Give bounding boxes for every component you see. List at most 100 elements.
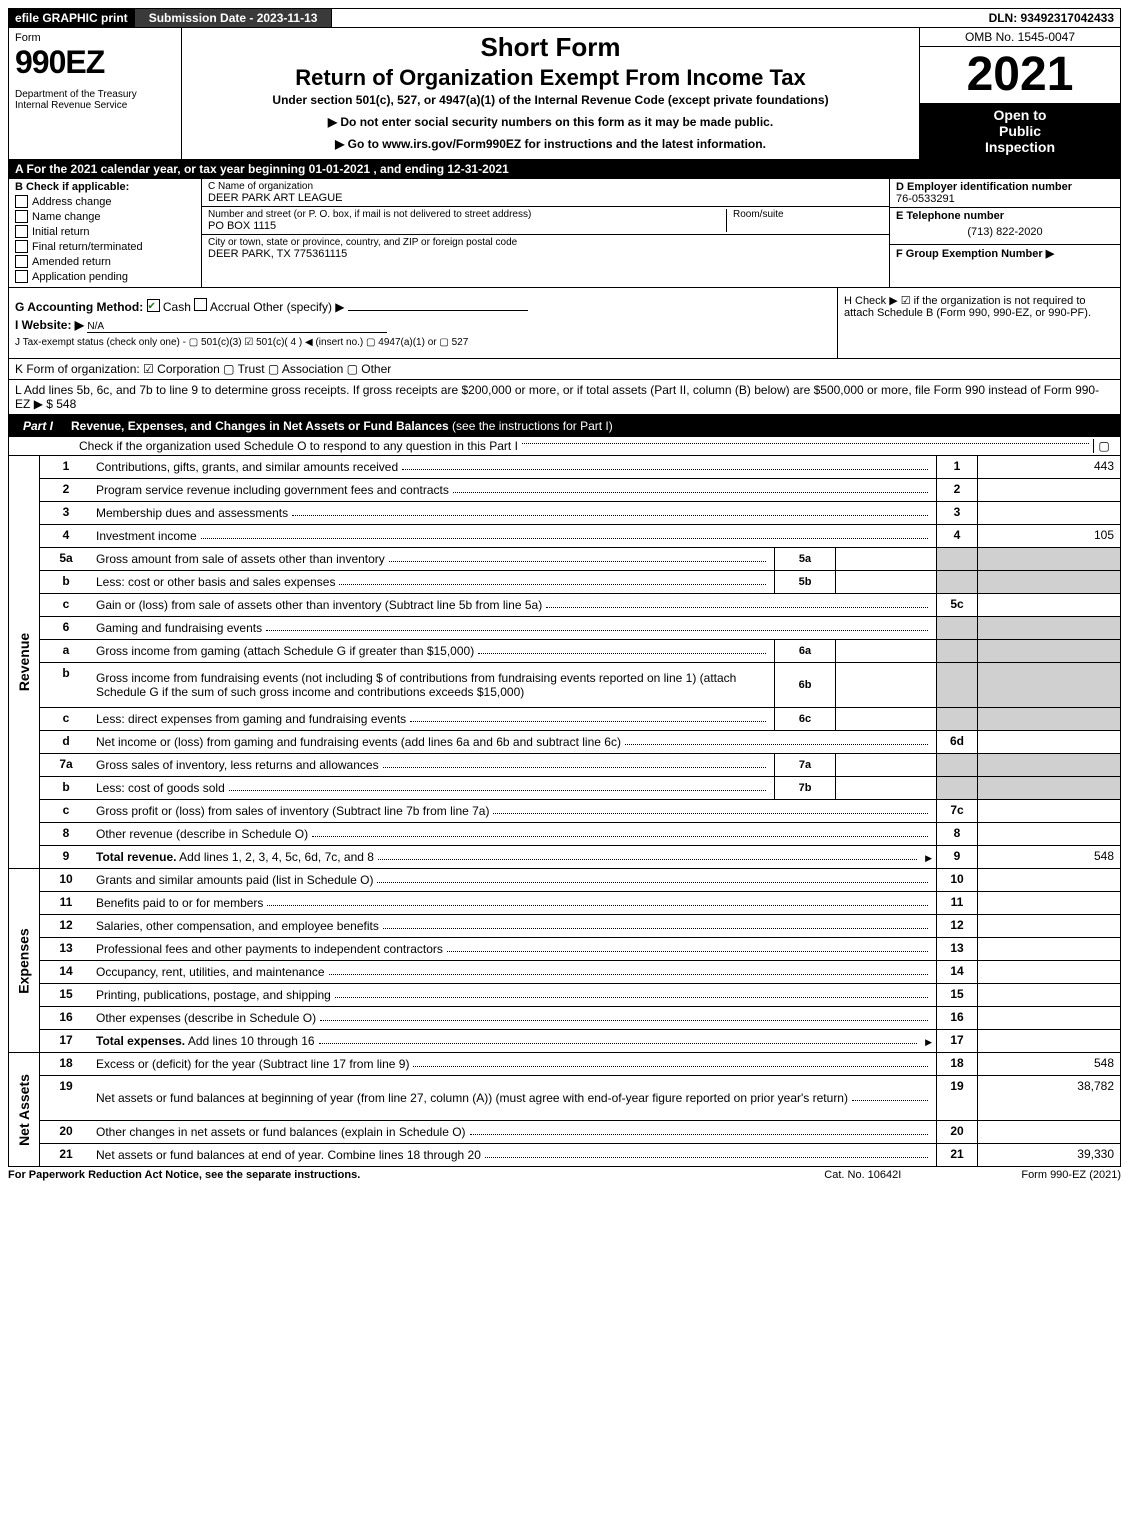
checkbox-icon	[15, 210, 28, 223]
g-accounting-method: G Accounting Method: Cash Accrual Other …	[15, 298, 831, 314]
other-specify-line	[348, 310, 528, 311]
under-section: Under section 501(c), 527, or 4947(a)(1)…	[192, 93, 909, 107]
line-number: c	[40, 800, 92, 822]
right-line-value	[977, 869, 1120, 891]
schedule-o-text: Check if the organization used Schedule …	[79, 439, 518, 453]
line-number: 8	[40, 823, 92, 845]
sub-line-value	[835, 708, 936, 730]
checkbox-icon	[15, 240, 28, 253]
right-line-number: 11	[936, 892, 977, 914]
room-suite-label: Room/suite	[733, 209, 883, 220]
line-row: cGain or (loss) from sale of assets othe…	[40, 594, 1120, 617]
line-row: 15Printing, publications, postage, and s…	[40, 984, 1120, 1007]
right-line-value	[977, 754, 1120, 776]
page-footer: For Paperwork Reduction Act Notice, see …	[8, 1167, 1121, 1183]
col-d-e-f: D Employer identification number 76-0533…	[889, 179, 1120, 287]
right-line-number: 7c	[936, 800, 977, 822]
right-line-number: 5c	[936, 594, 977, 616]
line-row: 5aGross amount from sale of assets other…	[40, 548, 1120, 571]
line-row: 11Benefits paid to or for members11	[40, 892, 1120, 915]
right-line-number	[936, 754, 977, 776]
row-a-calendar-year: A For the 2021 calendar year, or tax yea…	[8, 160, 1121, 179]
right-line-number: 1	[936, 456, 977, 478]
line-description: Gain or (loss) from sale of assets other…	[92, 594, 936, 616]
checkbox-icon	[15, 255, 28, 268]
part-1-subtitle: (see the instructions for Part I)	[452, 419, 613, 433]
b-label: B Check if applicable:	[15, 181, 195, 193]
line-description: Investment income	[92, 525, 936, 547]
other-label: Other (specify) ▶	[253, 300, 344, 314]
right-line-value	[977, 617, 1120, 639]
col-h-schedule-b: H Check ▶ ☑ if the organization is not r…	[837, 288, 1120, 358]
right-line-number: 4	[936, 525, 977, 547]
line-number: 19	[40, 1076, 92, 1120]
line-description: Gross income from fundraising events (no…	[92, 663, 774, 707]
dept-line-2: Internal Revenue Service	[15, 100, 175, 111]
right-line-value	[977, 479, 1120, 501]
arrow-icon	[921, 1034, 932, 1048]
right-line-number: 9	[936, 846, 977, 868]
cash-label: Cash	[163, 300, 191, 314]
revenue-section: Revenue 1Contributions, gifts, grants, a…	[8, 456, 1121, 869]
right-line-number: 12	[936, 915, 977, 937]
f-label: F Group Exemption Number ▶	[896, 248, 1054, 260]
line-description: Gross income from gaming (attach Schedul…	[92, 640, 774, 662]
form-header: Form 990EZ Department of the Treasury In…	[8, 28, 1121, 160]
line-row: 7aGross sales of inventory, less returns…	[40, 754, 1120, 777]
top-bar: efile GRAPHIC print Submission Date - 20…	[8, 8, 1121, 28]
line-description: Other revenue (describe in Schedule O)	[92, 823, 936, 845]
b-check-item: Initial return	[15, 225, 195, 238]
right-line-number	[936, 617, 977, 639]
line-row: 16Other expenses (describe in Schedule O…	[40, 1007, 1120, 1030]
line-description: Membership dues and assessments	[92, 502, 936, 524]
line-description: Less: cost of goods sold	[92, 777, 774, 799]
right-line-number	[936, 663, 977, 707]
right-line-number: 6d	[936, 731, 977, 753]
org-city: DEER PARK, TX 775361115	[208, 248, 883, 260]
cash-checkbox	[147, 299, 160, 312]
line-row: 20Other changes in net assets or fund ba…	[40, 1121, 1120, 1144]
open-line-1: Open to	[920, 107, 1120, 123]
right-line-value	[977, 777, 1120, 799]
schedule-o-box: ▢	[1093, 439, 1114, 453]
right-line-value	[977, 892, 1120, 914]
right-line-value	[977, 1121, 1120, 1143]
b-check-item: Final return/terminated	[15, 240, 195, 253]
line-description: Gross amount from sale of assets other t…	[92, 548, 774, 570]
phone: (713) 822-2020	[896, 222, 1114, 242]
line-number: c	[40, 594, 92, 616]
b-item-label: Initial return	[32, 226, 89, 238]
efile-label: efile GRAPHIC print	[9, 9, 135, 27]
right-line-value: 548	[977, 846, 1120, 868]
line-description: Program service revenue including govern…	[92, 479, 936, 501]
sub-line-number: 7a	[774, 754, 835, 776]
b-check-item: Amended return	[15, 255, 195, 268]
sub-line-value	[835, 754, 936, 776]
line-number: 4	[40, 525, 92, 547]
l-text: L Add lines 5b, 6c, and 7b to line 9 to …	[15, 383, 1099, 411]
right-line-value	[977, 961, 1120, 983]
g-label: G Accounting Method:	[15, 300, 143, 314]
org-name: DEER PARK ART LEAGUE	[208, 192, 883, 204]
line-row: aGross income from gaming (attach Schedu…	[40, 640, 1120, 663]
line-description: Net assets or fund balances at beginning…	[92, 1076, 936, 1120]
line-row: 21Net assets or fund balances at end of …	[40, 1144, 1120, 1166]
right-line-number: 20	[936, 1121, 977, 1143]
open-line-2: Public	[920, 123, 1120, 139]
sub-line-value	[835, 663, 936, 707]
schedule-o-check: Check if the organization used Schedule …	[8, 437, 1121, 456]
b-item-label: Name change	[32, 211, 101, 223]
line-number: 1	[40, 456, 92, 478]
b-item-label: Application pending	[32, 271, 128, 283]
revenue-side-label: Revenue	[9, 456, 40, 868]
right-line-number: 15	[936, 984, 977, 1006]
line-number: 2	[40, 479, 92, 501]
right-line-value	[977, 823, 1120, 845]
right-line-number: 18	[936, 1053, 977, 1075]
line-row: 18Excess or (deficit) for the year (Subt…	[40, 1053, 1120, 1076]
right-line-value: 443	[977, 456, 1120, 478]
sub-line-number: 5a	[774, 548, 835, 570]
right-line-value	[977, 1030, 1120, 1052]
line-description: Printing, publications, postage, and shi…	[92, 984, 936, 1006]
org-street: PO BOX 1115	[208, 220, 726, 232]
